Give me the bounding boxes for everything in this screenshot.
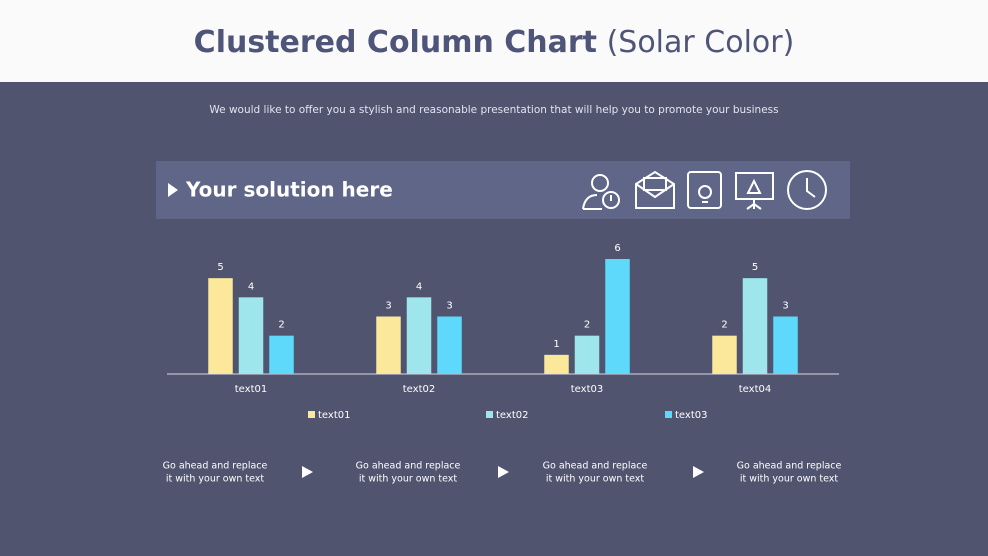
legend-swatch <box>308 411 315 418</box>
legend-label: text02 <box>496 410 528 421</box>
subtitle: We would like to offer you a stylish and… <box>209 104 778 116</box>
data-label: 5 <box>752 262 758 273</box>
bar <box>773 316 798 374</box>
bar <box>269 335 294 374</box>
footer-text: it with your own text <box>359 474 458 485</box>
footer-text: Go ahead and replace <box>737 461 842 472</box>
bar <box>742 278 768 374</box>
x-tick-label: text02 <box>403 384 435 395</box>
x-tick-label: text03 <box>571 384 603 395</box>
legend-swatch <box>486 411 493 418</box>
data-label: 4 <box>248 281 254 292</box>
title: Clustered Column Chart (Solar Color) <box>194 25 795 60</box>
footer-text: it with your own text <box>546 474 645 485</box>
data-label: 2 <box>721 320 727 331</box>
data-label: 3 <box>782 301 788 312</box>
footer-text: it with your own text <box>166 474 265 485</box>
footer-text: Go ahead and replace <box>543 461 648 472</box>
title-main: Clustered Column Chart <box>194 25 597 60</box>
footer-text: Go ahead and replace <box>356 461 461 472</box>
legend-label: text03 <box>675 410 707 421</box>
legend-label: text01 <box>318 410 350 421</box>
bar <box>208 278 233 374</box>
banner-arrow <box>168 183 178 197</box>
bar <box>238 297 264 374</box>
x-tick-label: text01 <box>235 384 267 395</box>
body-bg <box>0 82 988 556</box>
data-label: 6 <box>614 243 620 254</box>
footer-text: Go ahead and replace <box>163 461 268 472</box>
banner <box>156 161 850 219</box>
bar <box>574 335 600 374</box>
footer-arrow <box>693 466 704 478</box>
footer-arrow <box>302 466 313 478</box>
header-bg <box>0 0 988 82</box>
icons <box>582 170 827 210</box>
x-tick-label: text04 <box>739 384 771 395</box>
data-label: 3 <box>446 301 452 312</box>
bar <box>712 335 737 374</box>
bar <box>605 259 630 374</box>
bar <box>376 316 401 374</box>
title-suffix: (Solar Color) <box>607 25 795 60</box>
data-label: 4 <box>416 281 422 292</box>
bar <box>437 316 462 374</box>
footer-text: it with your own text <box>740 474 839 485</box>
legend-swatch <box>665 411 672 418</box>
data-label: 2 <box>584 320 590 331</box>
bar <box>406 297 432 374</box>
data-label: 2 <box>278 320 284 331</box>
banner-text: Your solution here <box>185 178 393 202</box>
footer <box>302 466 704 478</box>
data-label: 3 <box>385 301 391 312</box>
bar <box>544 354 569 374</box>
data-label: 5 <box>217 262 223 273</box>
data-label: 1 <box>553 339 559 350</box>
footer-arrow <box>498 466 509 478</box>
